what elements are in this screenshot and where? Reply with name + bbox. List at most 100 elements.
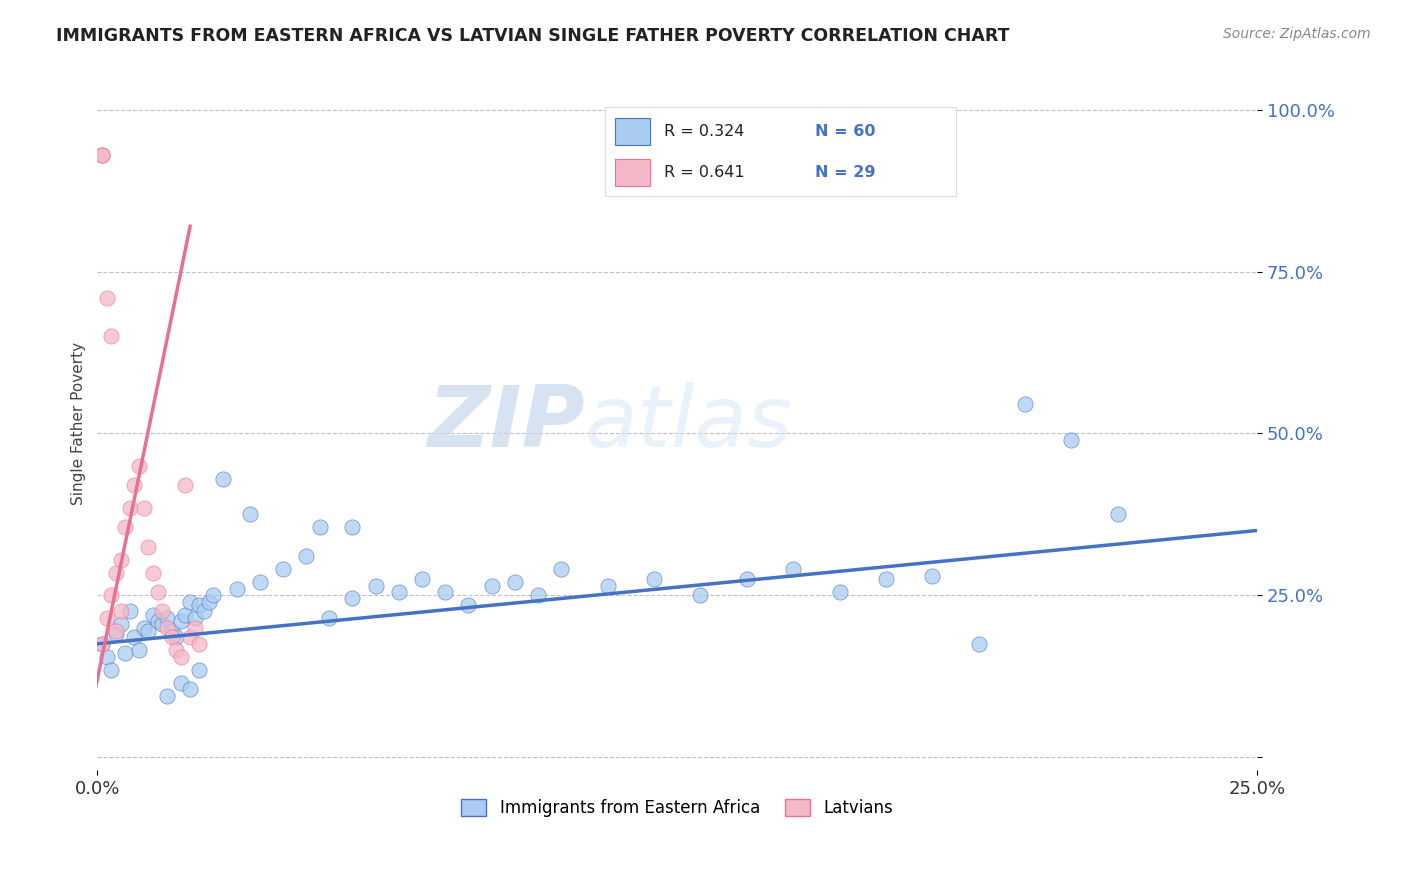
Text: IMMIGRANTS FROM EASTERN AFRICA VS LATVIAN SINGLE FATHER POVERTY CORRELATION CHAR: IMMIGRANTS FROM EASTERN AFRICA VS LATVIA… bbox=[56, 27, 1010, 45]
Point bbox=[170, 649, 193, 664]
Point bbox=[527, 588, 550, 602]
Point bbox=[100, 329, 122, 343]
Point bbox=[104, 566, 127, 580]
Point bbox=[110, 617, 132, 632]
Bar bbox=[616, 118, 650, 145]
Point bbox=[118, 500, 141, 515]
Point bbox=[104, 627, 127, 641]
Point bbox=[239, 508, 262, 522]
Point bbox=[96, 291, 118, 305]
Point bbox=[1014, 397, 1036, 411]
Point bbox=[174, 478, 197, 492]
Point bbox=[782, 562, 804, 576]
Point bbox=[91, 148, 114, 162]
Point bbox=[271, 562, 294, 576]
Point bbox=[388, 585, 411, 599]
Bar bbox=[616, 159, 650, 186]
Point bbox=[128, 458, 150, 473]
Point bbox=[188, 598, 211, 612]
Point bbox=[643, 572, 665, 586]
Point bbox=[828, 585, 851, 599]
Point bbox=[179, 595, 201, 609]
Text: R = 0.641: R = 0.641 bbox=[665, 165, 745, 179]
Point bbox=[457, 598, 479, 612]
Point bbox=[160, 624, 183, 638]
Point bbox=[96, 611, 118, 625]
Point bbox=[165, 630, 187, 644]
Point bbox=[110, 552, 132, 566]
Point bbox=[225, 582, 247, 596]
Point bbox=[503, 575, 526, 590]
Point bbox=[156, 689, 179, 703]
Point bbox=[550, 562, 572, 576]
Point bbox=[146, 614, 169, 628]
Text: R = 0.324: R = 0.324 bbox=[665, 124, 745, 138]
Point bbox=[91, 148, 114, 162]
Point bbox=[138, 540, 160, 554]
Point bbox=[91, 637, 114, 651]
Point bbox=[100, 588, 122, 602]
Point bbox=[481, 578, 503, 592]
Point bbox=[128, 643, 150, 657]
Point bbox=[411, 572, 433, 586]
Point bbox=[211, 472, 233, 486]
Point bbox=[150, 604, 173, 618]
Point bbox=[160, 630, 183, 644]
Point bbox=[1107, 508, 1129, 522]
Point bbox=[132, 500, 155, 515]
Text: N = 60: N = 60 bbox=[815, 124, 876, 138]
Point bbox=[96, 649, 118, 664]
Text: N = 29: N = 29 bbox=[815, 165, 876, 179]
Point bbox=[114, 647, 136, 661]
Point bbox=[150, 617, 173, 632]
Point bbox=[342, 591, 364, 606]
Point bbox=[596, 578, 619, 592]
Point bbox=[132, 621, 155, 635]
Point bbox=[1060, 433, 1083, 447]
Text: ZIP: ZIP bbox=[427, 382, 585, 466]
Point bbox=[91, 148, 114, 162]
Point bbox=[100, 663, 122, 677]
Point bbox=[197, 595, 219, 609]
Point bbox=[249, 575, 271, 590]
Point bbox=[184, 611, 207, 625]
Point bbox=[689, 588, 711, 602]
Text: atlas: atlas bbox=[585, 382, 793, 466]
Point bbox=[193, 604, 215, 618]
Y-axis label: Single Father Poverty: Single Father Poverty bbox=[72, 343, 86, 505]
Point bbox=[202, 588, 225, 602]
Point bbox=[170, 675, 193, 690]
Point bbox=[342, 520, 364, 534]
Point bbox=[170, 614, 193, 628]
Point bbox=[875, 572, 897, 586]
Point bbox=[124, 630, 146, 644]
Point bbox=[318, 611, 340, 625]
Point bbox=[118, 604, 141, 618]
Point bbox=[142, 607, 165, 622]
Point bbox=[179, 682, 201, 697]
Point bbox=[735, 572, 758, 586]
Point bbox=[364, 578, 387, 592]
Point bbox=[309, 520, 332, 534]
Point bbox=[114, 520, 136, 534]
Point bbox=[921, 569, 943, 583]
Point bbox=[156, 621, 179, 635]
Point bbox=[184, 621, 207, 635]
Point bbox=[165, 643, 187, 657]
Point bbox=[188, 637, 211, 651]
Point bbox=[174, 607, 197, 622]
Point bbox=[91, 637, 114, 651]
Point bbox=[156, 611, 179, 625]
Point bbox=[295, 549, 318, 564]
Point bbox=[967, 637, 990, 651]
Point bbox=[146, 585, 169, 599]
Point bbox=[104, 624, 127, 638]
Text: Source: ZipAtlas.com: Source: ZipAtlas.com bbox=[1223, 27, 1371, 41]
Point bbox=[142, 566, 165, 580]
Point bbox=[434, 585, 457, 599]
Point bbox=[138, 624, 160, 638]
Point bbox=[188, 663, 211, 677]
Point bbox=[124, 478, 146, 492]
Point bbox=[110, 604, 132, 618]
Point bbox=[179, 630, 201, 644]
